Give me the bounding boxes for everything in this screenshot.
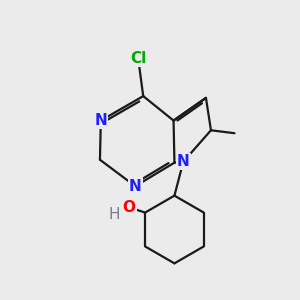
Text: H: H <box>108 206 120 221</box>
Text: O: O <box>122 200 135 215</box>
Text: N: N <box>177 154 190 169</box>
Text: N: N <box>94 113 107 128</box>
Text: Cl: Cl <box>130 51 146 66</box>
Text: N: N <box>129 179 142 194</box>
